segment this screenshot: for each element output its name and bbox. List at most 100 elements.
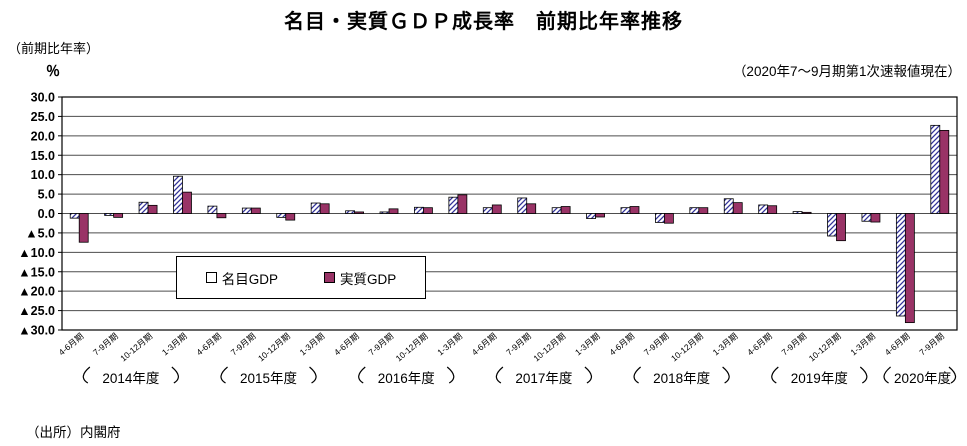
y-tick-label: 0.0 xyxy=(38,207,55,221)
bar-real-gdp xyxy=(629,206,640,214)
x-tick-label: 7-9月期 xyxy=(780,331,809,357)
y-tick-label: ▲30.0 xyxy=(18,324,55,338)
year-brace-right xyxy=(446,366,455,384)
bar-nominal-gdp xyxy=(414,206,424,214)
bar-real-gdp xyxy=(732,202,743,214)
bar-real-gdp xyxy=(285,213,296,221)
y-axis-note: （前期比年率） xyxy=(8,41,100,56)
bar-nominal-gdp xyxy=(310,202,321,214)
y-tick-label: ▲20.0 xyxy=(18,285,55,299)
x-tick-label: 4-6月期 xyxy=(607,331,636,357)
bar-nominal-gdp xyxy=(586,213,596,219)
year-brace-left xyxy=(220,366,228,384)
year-group-label: 2020年度 xyxy=(894,371,951,386)
bar-real-gdp xyxy=(388,208,399,214)
y-axis-unit-label: ％ xyxy=(46,63,60,79)
bar-nominal-gdp xyxy=(379,211,390,214)
real-gdp-swatch-icon xyxy=(324,272,335,283)
year-brace-right xyxy=(859,366,868,384)
nominal-gdp-swatch-icon xyxy=(205,272,217,283)
year-brace-left xyxy=(633,366,641,384)
bar-real-gdp xyxy=(836,213,846,242)
bar-nominal-gdp xyxy=(895,213,906,317)
bar-nominal-gdp xyxy=(69,213,80,219)
chart-title: 名目・実質ＧＤＰ成長率 前期比年率推移 xyxy=(284,11,683,33)
year-group-label: 2016年度 xyxy=(378,371,435,386)
bar-nominal-gdp xyxy=(207,205,218,214)
x-tick-label: 1-3月期 xyxy=(848,331,877,357)
bar-nominal-gdp xyxy=(723,198,734,214)
bar-real-gdp xyxy=(595,213,605,218)
bar-real-gdp xyxy=(526,203,537,214)
year-brace-left xyxy=(771,366,779,384)
legend-item-nominal-gdp: 名目GDP xyxy=(205,268,278,288)
y-tick-label: 5.0 xyxy=(38,188,55,202)
bar-nominal-gdp xyxy=(448,196,459,214)
bar-real-gdp xyxy=(182,191,192,214)
year-group-label: 2014年度 xyxy=(102,371,159,386)
bar-real-gdp xyxy=(216,213,227,219)
x-tick-label: 7-9月期 xyxy=(91,331,120,357)
bar-nominal-gdp xyxy=(173,175,183,214)
bar-real-gdp xyxy=(698,207,709,214)
x-tick-label: 7-9月期 xyxy=(366,331,395,357)
x-tick-label: 10-12月期 xyxy=(531,331,567,364)
y-tick-label: 25.0 xyxy=(31,110,55,124)
year-brace-left xyxy=(82,366,91,384)
x-tick-label: 10-12月期 xyxy=(807,331,843,364)
y-tick-label: 10.0 xyxy=(31,168,55,182)
x-tick-label: 1-3月期 xyxy=(160,331,189,357)
bar-nominal-gdp xyxy=(655,213,665,223)
release-note: （2020年7～9月期第1次速報値現在） xyxy=(732,64,961,79)
x-tick-label: 10-12月期 xyxy=(118,331,154,364)
source-note: （出所）内閣府 xyxy=(26,425,121,440)
legend-item-real-gdp: 実質GDP xyxy=(324,268,396,288)
y-tick-label: 15.0 xyxy=(31,149,55,163)
x-tick-label: 10-12月期 xyxy=(256,331,292,364)
year-group-label: 2015年度 xyxy=(240,371,297,386)
bar-nominal-gdp xyxy=(689,207,700,214)
y-tick-label: ▲15.0 xyxy=(18,265,55,279)
x-tick-label: 4-6月期 xyxy=(194,331,223,357)
x-tick-label: 4-6月期 xyxy=(745,331,774,357)
bar-nominal-gdp xyxy=(104,213,115,216)
plot-border xyxy=(61,96,958,331)
year-brace-right xyxy=(309,366,317,384)
x-tick-label: 4-6月期 xyxy=(57,331,86,357)
bar-real-gdp xyxy=(491,204,502,214)
x-tick-label: 10-12月期 xyxy=(669,331,705,364)
x-tick-label: 7-9月期 xyxy=(642,331,671,357)
bar-nominal-gdp xyxy=(620,207,631,214)
bar-real-gdp xyxy=(250,207,261,214)
chart-legend: 名目GDP 実質GDP xyxy=(176,256,426,299)
bar-nominal-gdp xyxy=(758,204,769,214)
x-tick-label: 10-12月期 xyxy=(394,331,430,364)
year-group-label: 2019年度 xyxy=(791,371,848,386)
bar-real-gdp xyxy=(904,213,915,324)
bar-real-gdp xyxy=(423,207,433,214)
bar-nominal-gdp xyxy=(551,207,562,214)
bar-nominal-gdp xyxy=(345,210,355,214)
y-tick-label: 20.0 xyxy=(31,129,55,143)
bar-real-gdp xyxy=(78,213,89,243)
x-tick-label: 4-6月期 xyxy=(332,331,361,357)
y-tick-label: ▲5.0 xyxy=(25,226,55,240)
real-gdp-legend-label: 実質GDP xyxy=(340,271,397,287)
x-tick-label: 7-9月期 xyxy=(229,331,258,357)
year-brace-right xyxy=(722,366,730,384)
bar-real-gdp xyxy=(147,204,158,214)
bar-real-gdp xyxy=(767,205,778,214)
y-tick-label: ▲10.0 xyxy=(18,246,55,260)
bar-nominal-gdp xyxy=(276,213,287,218)
bar-real-gdp xyxy=(801,211,812,214)
bar-real-gdp xyxy=(457,194,468,214)
year-brace-right xyxy=(171,366,179,384)
x-tick-label: 4-6月期 xyxy=(883,331,912,357)
x-tick-label: 1-3月期 xyxy=(298,331,327,357)
bar-nominal-gdp xyxy=(827,213,837,237)
bar-real-gdp xyxy=(870,213,881,223)
year-brace-left xyxy=(495,366,504,384)
x-tick-label: 7-9月期 xyxy=(917,331,946,357)
